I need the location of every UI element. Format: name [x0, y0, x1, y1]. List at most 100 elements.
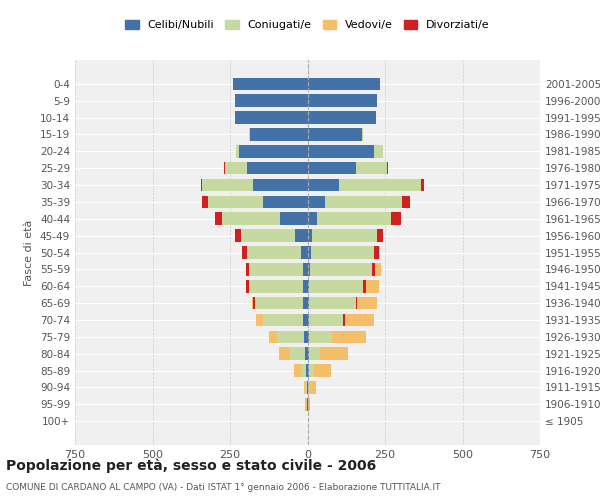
Bar [377, 230, 383, 242]
Bar [308, 94, 377, 107]
Bar [202, 196, 208, 208]
Bar [356, 297, 377, 310]
Bar [308, 145, 374, 158]
Bar [308, 263, 310, 276]
Bar [253, 297, 255, 310]
Bar [310, 263, 372, 276]
Bar [208, 196, 263, 208]
Bar [320, 348, 348, 360]
Bar [269, 330, 277, 343]
Bar [309, 280, 364, 292]
Bar [303, 297, 308, 310]
Bar [247, 246, 301, 259]
Bar [308, 297, 309, 310]
Bar [303, 314, 308, 326]
Bar [202, 178, 253, 192]
Bar [374, 246, 379, 259]
Bar [377, 230, 382, 242]
Bar [308, 111, 376, 124]
Bar [314, 364, 331, 377]
Bar [253, 178, 308, 192]
Bar [402, 196, 410, 208]
Bar [305, 348, 308, 360]
Bar [364, 280, 367, 292]
Bar [309, 348, 320, 360]
Bar [308, 364, 309, 377]
Bar [226, 162, 247, 174]
Bar [304, 330, 308, 343]
Bar [252, 297, 255, 310]
Bar [222, 212, 280, 225]
Bar [317, 212, 391, 225]
Bar [248, 128, 250, 141]
Y-axis label: Fasce di età: Fasce di età [25, 220, 34, 286]
Bar [306, 364, 308, 377]
Bar [372, 263, 375, 276]
Bar [245, 280, 248, 292]
Bar [309, 364, 314, 377]
Bar [215, 212, 222, 225]
Bar [247, 280, 248, 292]
Bar [308, 348, 309, 360]
Bar [308, 78, 380, 90]
Bar [308, 330, 309, 343]
Bar [308, 398, 310, 410]
Bar [305, 381, 307, 394]
Bar [391, 212, 394, 225]
Legend: Celibi/Nubili, Coniugati/e, Vedovi/e, Divorziati/e: Celibi/Nubili, Coniugati/e, Vedovi/e, Di… [121, 16, 494, 35]
Bar [247, 263, 248, 276]
Bar [245, 263, 248, 276]
Bar [248, 280, 303, 292]
Bar [308, 178, 338, 192]
Bar [343, 314, 374, 326]
Bar [308, 162, 356, 174]
Bar [307, 398, 308, 410]
Bar [307, 381, 308, 394]
Bar [332, 330, 367, 343]
Bar [421, 178, 422, 192]
Bar [303, 263, 308, 276]
Text: COMUNE DI CARDANO AL CAMPO (VA) - Dati ISTAT 1° gennaio 2006 - Elaborazione TUTT: COMUNE DI CARDANO AL CAMPO (VA) - Dati I… [6, 483, 440, 492]
Bar [308, 230, 312, 242]
Bar [247, 162, 308, 174]
Bar [308, 212, 317, 225]
Bar [356, 297, 357, 310]
Bar [245, 246, 247, 259]
Bar [309, 297, 356, 310]
Bar [241, 230, 295, 242]
Bar [338, 178, 421, 192]
Bar [309, 314, 343, 326]
Bar [364, 280, 379, 292]
Bar [224, 162, 226, 174]
Bar [235, 94, 308, 107]
Bar [305, 398, 307, 410]
Bar [290, 348, 305, 360]
Bar [343, 314, 344, 326]
Bar [278, 348, 290, 360]
Bar [308, 314, 309, 326]
Bar [280, 212, 308, 225]
Bar [301, 246, 308, 259]
Bar [311, 246, 374, 259]
Bar [248, 263, 303, 276]
Bar [308, 381, 310, 394]
Bar [255, 297, 303, 310]
Bar [235, 111, 308, 124]
Bar [386, 162, 388, 174]
Bar [391, 212, 401, 225]
Bar [293, 364, 301, 377]
Bar [312, 230, 377, 242]
Bar [263, 314, 303, 326]
Bar [362, 128, 364, 141]
Bar [301, 364, 306, 377]
Bar [421, 178, 424, 192]
Bar [256, 314, 263, 326]
Bar [374, 145, 383, 158]
Bar [200, 178, 202, 192]
Bar [263, 196, 308, 208]
Bar [386, 162, 388, 174]
Bar [356, 162, 386, 174]
Text: Popolazione per età, sesso e stato civile - 2006: Popolazione per età, sesso e stato civil… [6, 458, 376, 473]
Bar [235, 230, 241, 242]
Bar [308, 280, 309, 292]
